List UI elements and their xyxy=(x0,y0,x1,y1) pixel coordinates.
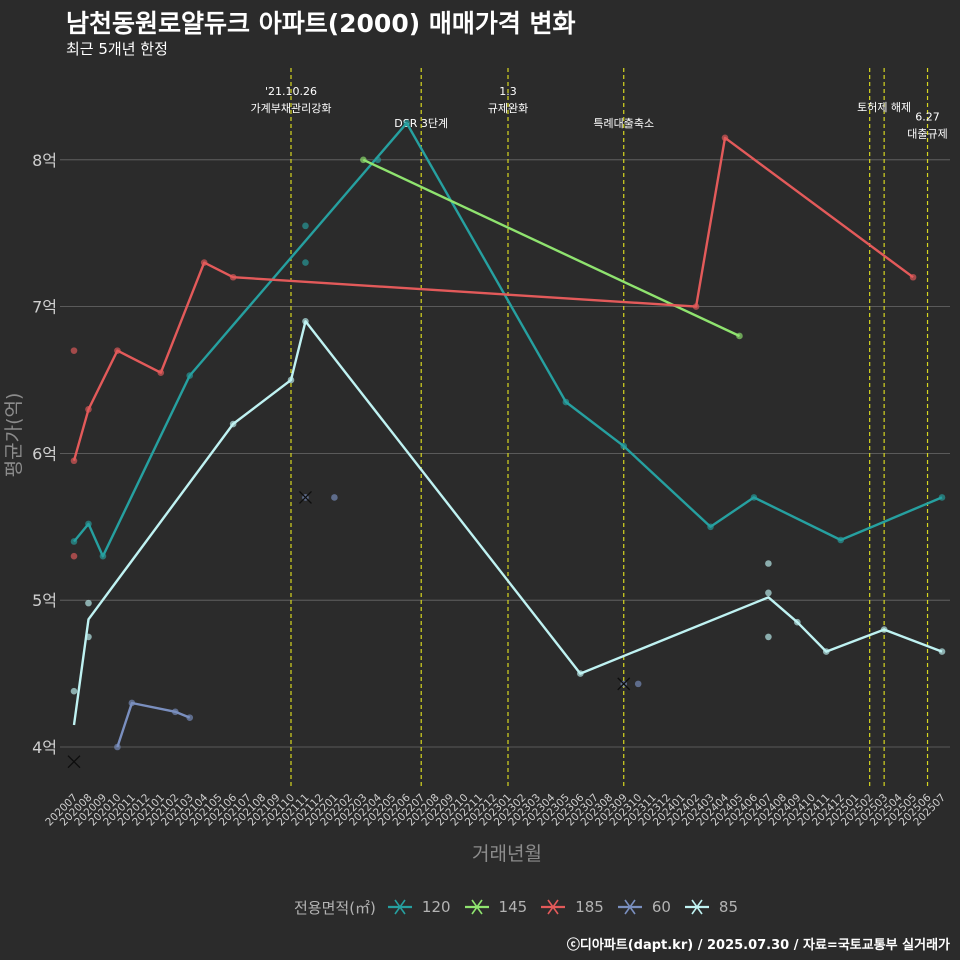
event-label: 특례대출축소 xyxy=(593,117,654,130)
legend-label: 120 xyxy=(421,898,451,916)
source-caption: ⓒ디아파트(dapt.kr) / 2025.07.30 / 자료=국토교통부 실… xyxy=(566,938,950,953)
data-point xyxy=(85,599,92,607)
legend-key-icon xyxy=(464,899,489,915)
cross-marker xyxy=(617,677,631,691)
event-label: 토허제 해제 xyxy=(857,100,911,114)
legend-items: 120 145 185 60 85 xyxy=(386,897,750,917)
legend-cross xyxy=(691,899,703,915)
legend-item-60: 60 xyxy=(616,897,671,917)
y-tick-label: 6억 xyxy=(32,444,57,463)
legend-key-icon xyxy=(684,899,709,915)
y-tick-label: 4억 xyxy=(32,738,57,757)
chart-title: 남천동원로얄듀크 아파트(2000) 매매가격 변화 xyxy=(66,9,576,38)
y-tick-label: 8억 xyxy=(32,151,57,170)
legend: 전용면적(㎡) 120 145 185 60 85 xyxy=(294,896,750,918)
y-tick-label: 7억 xyxy=(32,298,57,317)
series-line xyxy=(116,701,191,748)
series-185 xyxy=(70,134,917,560)
cross-marker xyxy=(299,490,312,504)
data-point xyxy=(70,687,78,695)
data-point xyxy=(634,680,642,688)
series-60 xyxy=(114,490,642,751)
data-point xyxy=(70,347,78,354)
legend-key-icon xyxy=(617,899,642,915)
chart-subtitle: 최근 5개년 한정 xyxy=(66,40,168,58)
y-axis-title: 평균가(억) xyxy=(3,393,25,478)
legend-item-145: 145 xyxy=(463,897,528,917)
x-axis: 2020072020082020092020102020112020122021… xyxy=(43,791,948,828)
data-point xyxy=(302,259,309,266)
series-120 xyxy=(70,119,946,560)
event-label: 가계부채관리강화 xyxy=(251,102,332,115)
legend-cross xyxy=(470,899,483,915)
series-line xyxy=(73,121,943,558)
legend-label: 60 xyxy=(651,898,671,916)
legend-cross xyxy=(624,899,636,915)
data-point xyxy=(70,552,78,560)
cross-marker xyxy=(67,755,81,769)
data-point xyxy=(765,589,772,597)
legend-item-85: 85 xyxy=(683,897,738,917)
legend-key-icon xyxy=(387,899,412,915)
event-label: 대출규제 xyxy=(907,128,947,141)
legend-key-icon xyxy=(541,899,566,915)
data-point xyxy=(765,560,772,567)
legend-cross xyxy=(547,899,559,915)
grid-lines xyxy=(60,159,950,748)
legend-label: 85 xyxy=(718,898,739,916)
legend-cross xyxy=(394,899,406,915)
series-line xyxy=(72,136,914,462)
event-label: 6.27 xyxy=(915,111,940,124)
legend-item-120: 120 xyxy=(386,897,451,917)
x-axis-title: 거래년월 xyxy=(472,843,542,865)
legend-label: 185 xyxy=(575,898,604,916)
event-label: '21.10.26 xyxy=(265,85,317,98)
event-label: 규제완화 xyxy=(488,102,528,115)
legend-label: 145 xyxy=(498,898,528,916)
legend-item-185: 185 xyxy=(539,897,604,917)
series-line xyxy=(362,158,741,338)
series-layer xyxy=(67,119,946,769)
legend-title: 전용면적(㎡) xyxy=(294,898,376,917)
y-axis: 4억 5억 6억 7억 8억 xyxy=(32,151,57,757)
series-145 xyxy=(360,156,743,340)
data-point xyxy=(331,494,338,501)
event-label: 1.3 xyxy=(499,85,517,98)
data-point xyxy=(302,222,309,230)
data-point xyxy=(765,633,772,641)
y-tick-label: 5억 xyxy=(32,591,57,610)
series-line xyxy=(72,320,943,726)
series-85 xyxy=(67,317,946,769)
